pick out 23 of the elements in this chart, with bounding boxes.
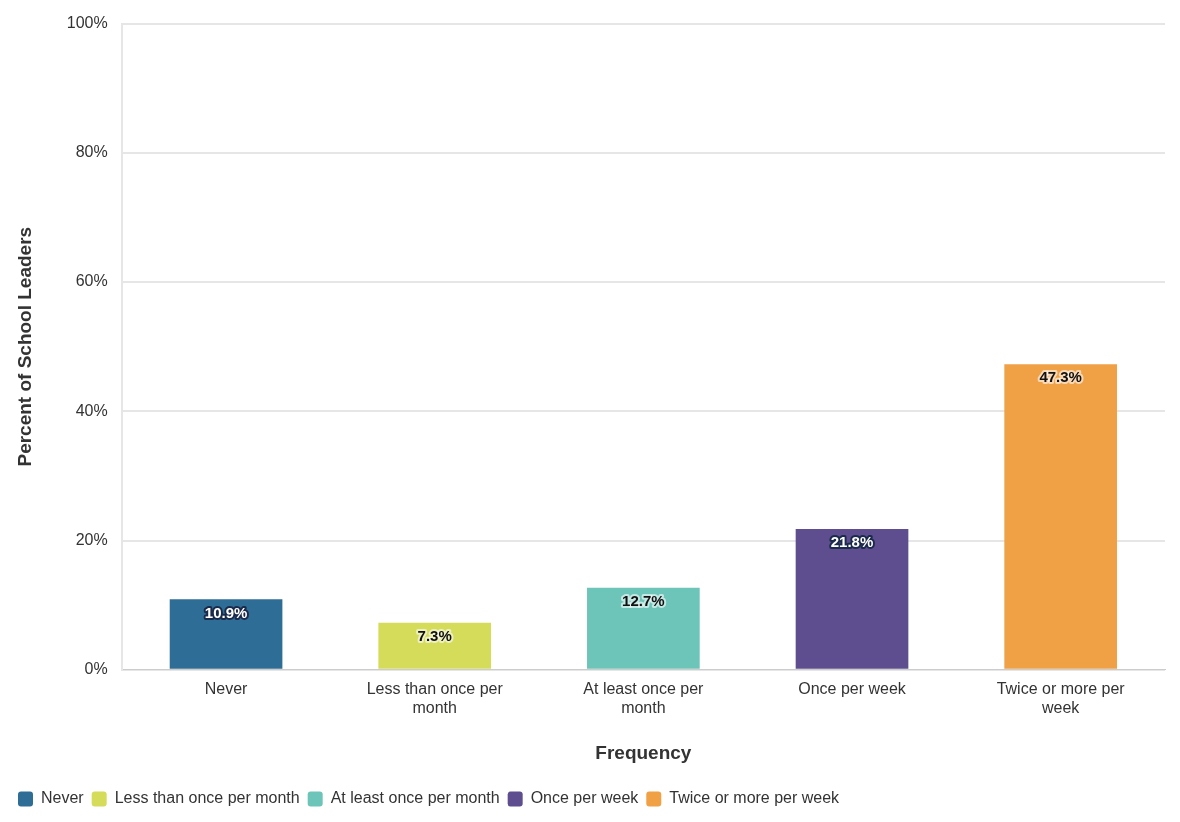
y-tick-label: 100% [66, 14, 108, 32]
x-tick-label: Twice or more per week [996, 679, 1126, 717]
data-label: 21.8% [830, 533, 874, 551]
y-tick-label: 20% [75, 530, 108, 548]
data-label: 12.7% [622, 591, 665, 609]
y-axis-title: Percent of School Leaders [13, 226, 35, 467]
x-tick-label: At least once per month [583, 679, 705, 717]
legend-label: Twice or more per week [669, 789, 841, 807]
legend-label: Never [41, 789, 85, 807]
legend-label: Less than once per month [114, 789, 300, 807]
x-tick-label: Never [204, 679, 249, 697]
y-tick-label: 40% [75, 401, 108, 419]
legend-label: Once per week [530, 789, 640, 807]
data-label: 47.3% [1039, 368, 1082, 386]
x-tick-label: Less than once per month [366, 679, 504, 717]
x-axis-title: Frequency [595, 741, 692, 763]
legend-label: At least once per month [330, 789, 500, 807]
y-tick-label: 60% [75, 272, 108, 290]
y-tick-label: 0% [84, 660, 108, 678]
data-label: 7.3% [417, 626, 452, 644]
y-tick-label: 80% [75, 143, 108, 161]
data-label: 10.9% [204, 603, 248, 621]
x-tick-label: Once per week [798, 679, 907, 697]
